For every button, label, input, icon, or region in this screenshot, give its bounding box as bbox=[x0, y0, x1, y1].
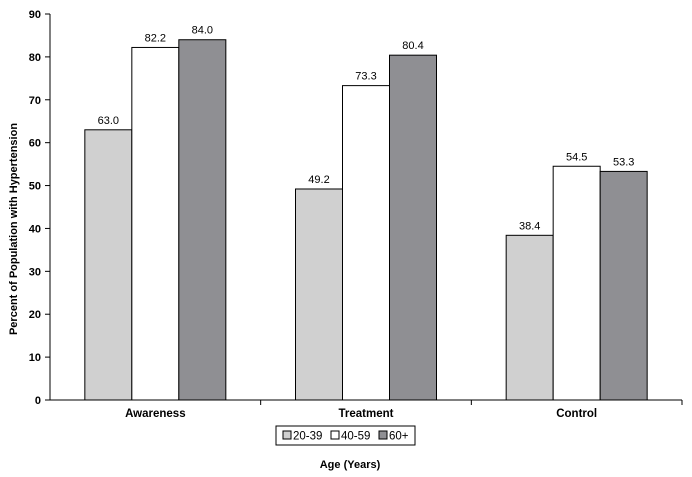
y-tick-label: 10 bbox=[29, 352, 41, 364]
legend-label-0: 20-39 bbox=[293, 431, 322, 443]
y-tick-label: 20 bbox=[29, 309, 41, 321]
bar-1-1 bbox=[342, 85, 390, 401]
bar-2-1 bbox=[552, 165, 601, 401]
data-label-2-1: 54.5 bbox=[566, 151, 587, 163]
legend-label-2: 60+ bbox=[389, 431, 409, 443]
y-tick-label: 40 bbox=[29, 223, 41, 235]
data-label-2-0: 38.4 bbox=[519, 220, 540, 232]
bar-2-0 bbox=[505, 234, 554, 401]
bar-1-0 bbox=[295, 188, 343, 401]
bar-1-2 bbox=[389, 54, 437, 401]
data-label-0-0: 63.0 bbox=[98, 115, 119, 127]
y-tick-label: 70 bbox=[29, 95, 41, 107]
bar-0-0 bbox=[84, 129, 133, 401]
data-label-1-2: 80.4 bbox=[402, 40, 423, 52]
legend-swatch-0 bbox=[282, 430, 292, 440]
category-label-2: Control bbox=[556, 408, 597, 420]
category-label-0: Awareness bbox=[125, 408, 186, 420]
data-label-0-2: 84.0 bbox=[192, 25, 213, 37]
bar-2-2 bbox=[599, 170, 648, 401]
y-axis-title: Percent of Population with Hypertension bbox=[8, 123, 20, 335]
y-tick-label: 0 bbox=[35, 395, 41, 407]
data-label-0-1: 82.2 bbox=[145, 32, 166, 44]
y-tick-label: 60 bbox=[29, 138, 41, 150]
y-tick-label: 80 bbox=[29, 52, 41, 64]
y-tick-label: 90 bbox=[29, 9, 41, 21]
bar-0-2 bbox=[178, 39, 227, 401]
data-label-1-0: 49.2 bbox=[308, 174, 329, 186]
legend-label-1: 40-59 bbox=[341, 431, 370, 443]
x-axis-title: Age (Years) bbox=[320, 459, 381, 471]
y-tick-label: 30 bbox=[29, 266, 41, 278]
y-axis-ticks: 0 10 20 30 40 50 60 70 80 90 bbox=[29, 9, 50, 407]
data-labels: 63.0 82.2 84.0 49.2 73.3 80.4 38.4 54.5 53.3 bbox=[98, 25, 635, 233]
data-label-1-1: 73.3 bbox=[355, 71, 376, 83]
data-label-2-2: 53.3 bbox=[613, 156, 634, 168]
legend-swatch-2 bbox=[378, 430, 388, 440]
bars bbox=[84, 39, 648, 401]
x-axis-category-labels: Awareness Treatment Control bbox=[125, 400, 683, 420]
category-label-1: Treatment bbox=[339, 408, 394, 420]
legend-swatch-1 bbox=[330, 430, 340, 440]
bar-0-1 bbox=[131, 46, 180, 401]
legend: 20-39 40-59 60+ bbox=[275, 425, 416, 446]
y-tick-label: 50 bbox=[29, 181, 41, 193]
